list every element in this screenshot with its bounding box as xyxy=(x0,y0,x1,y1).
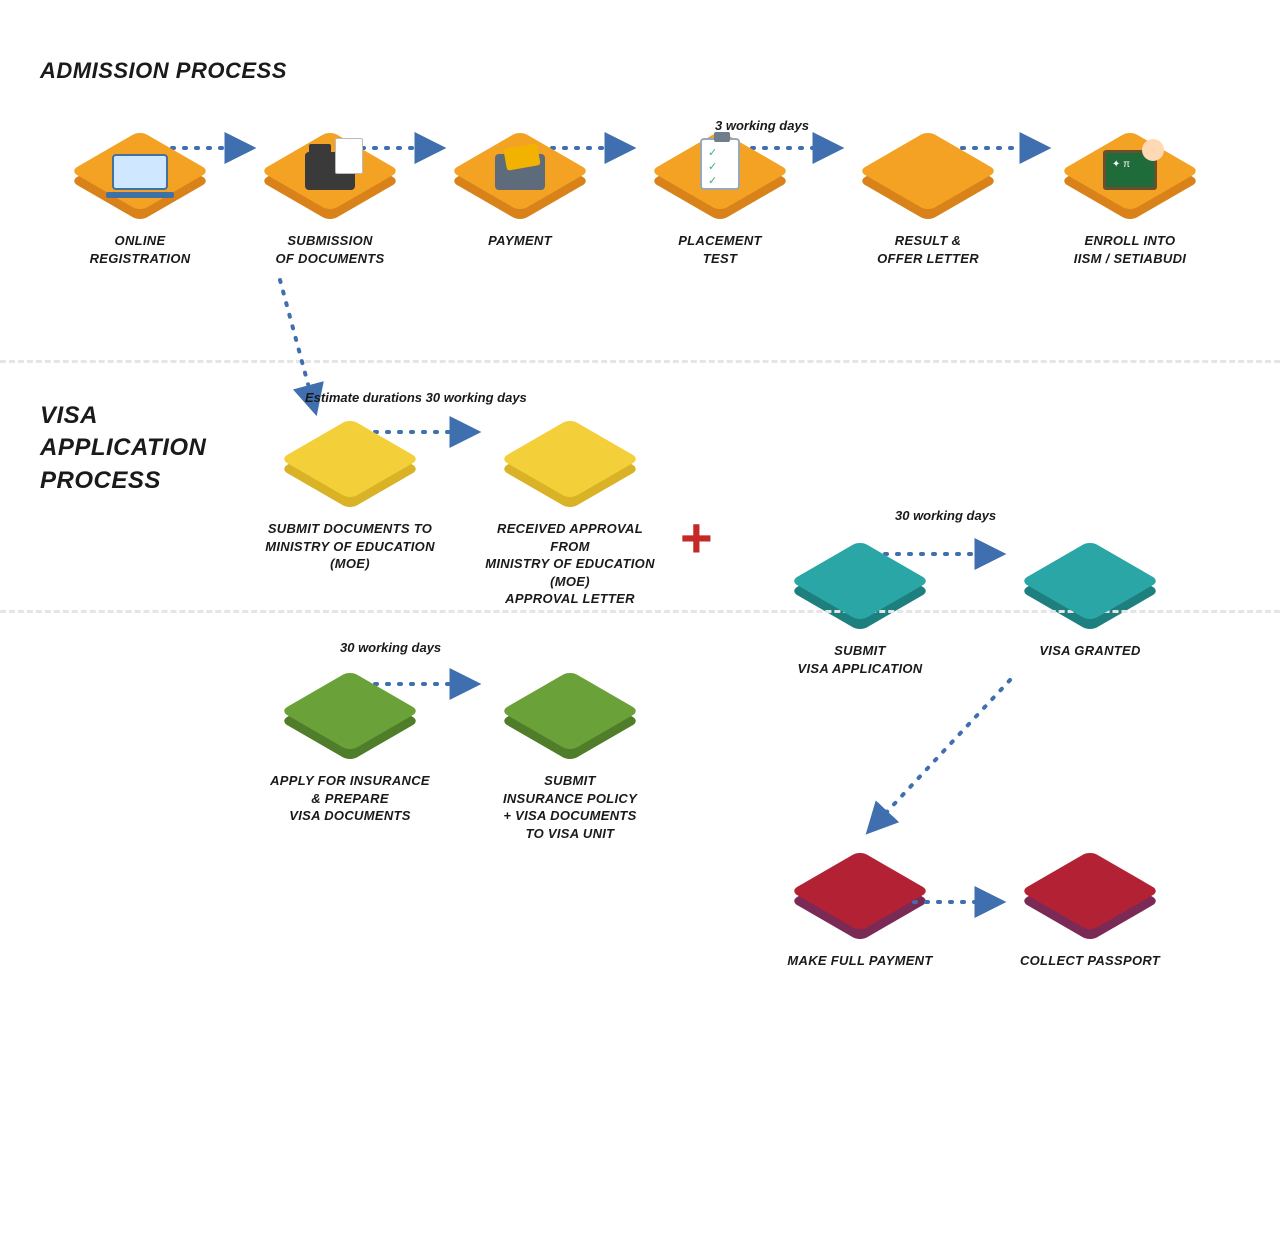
node-label: PLACEMENT TEST xyxy=(630,232,810,267)
folder-icon xyxy=(305,152,355,190)
edge-n12-n13 xyxy=(870,680,1010,830)
edge-label-7: 30 working days xyxy=(340,640,441,655)
divider-1 xyxy=(0,360,1280,363)
node-label: VISA GRANTED xyxy=(1000,642,1180,660)
iso-box xyxy=(805,560,915,630)
node-label: ENROLL INTO IISM / SETIABUDI xyxy=(1040,232,1220,267)
node-label: APPLY FOR INSURANCE & PREPARE VISA DOCUM… xyxy=(260,772,440,825)
edge-label-6: Estimate durations 30 working days xyxy=(305,390,527,405)
iso-box xyxy=(1035,870,1145,940)
payment-icon xyxy=(495,154,545,190)
iso-box xyxy=(1075,150,1185,220)
node-n9: APPLY FOR INSURANCE & PREPARE VISA DOCUM… xyxy=(260,690,440,825)
clipboard-icon xyxy=(700,138,740,190)
node-n10: SUBMIT INSURANCE POLICY + VISA DOCUMENTS… xyxy=(480,690,660,842)
iso-box xyxy=(295,690,405,760)
edge-label-3: 3 working days xyxy=(715,118,809,133)
node-n7: SUBMIT DOCUMENTS TO MINISTRY OF EDUCATIO… xyxy=(260,438,440,573)
iso-box xyxy=(515,690,625,760)
iso-box xyxy=(515,438,625,508)
iso-box xyxy=(85,150,195,220)
iso-box xyxy=(275,150,385,220)
iso-box xyxy=(805,870,915,940)
node-n6: ENROLL INTO IISM / SETIABUDI xyxy=(1040,150,1220,267)
iso-box xyxy=(465,150,575,220)
node-label: RESULT & OFFER LETTER xyxy=(838,232,1018,267)
node-label: SUBMIT DOCUMENTS TO MINISTRY OF EDUCATIO… xyxy=(260,520,440,573)
chalkboard-icon xyxy=(1103,150,1157,190)
node-n2: SUBMISSION OF DOCUMENTS xyxy=(240,150,420,267)
node-label: MAKE FULL PAYMENT xyxy=(770,952,950,970)
iso-box xyxy=(665,150,775,220)
node-label: SUBMIT INSURANCE POLICY + VISA DOCUMENTS… xyxy=(480,772,660,842)
node-n11: SUBMIT VISA APPLICATION xyxy=(770,560,950,677)
iso-box xyxy=(873,150,983,220)
node-label: RECEIVED APPROVAL FROM MINISTRY OF EDUCA… xyxy=(480,520,660,608)
node-n12: VISA GRANTED xyxy=(1000,560,1180,660)
iso-box xyxy=(295,438,405,508)
edge-label-8: 30 working days xyxy=(895,508,996,523)
laptop-icon xyxy=(112,154,168,190)
student-icon xyxy=(1142,139,1164,161)
iso-box xyxy=(1035,560,1145,630)
admission-title: ADMISSION PROCESS xyxy=(40,58,287,84)
node-label: ONLINE REGISTRATION xyxy=(50,232,230,267)
node-n5: RESULT & OFFER LETTER xyxy=(838,150,1018,267)
visa-title: VISA APPLICATION PROCESS xyxy=(40,400,206,497)
plus-symbol: + xyxy=(680,510,713,566)
node-label: SUBMISSION OF DOCUMENTS xyxy=(240,232,420,267)
node-label: SUBMIT VISA APPLICATION xyxy=(770,642,950,677)
node-n3: PAYMENT xyxy=(430,150,610,250)
node-n8: RECEIVED APPROVAL FROM MINISTRY OF EDUCA… xyxy=(480,438,660,608)
node-n13: MAKE FULL PAYMENT xyxy=(770,870,950,970)
node-label: PAYMENT xyxy=(430,232,610,250)
node-n1: ONLINE REGISTRATION xyxy=(50,150,230,267)
node-n14: COLLECT PASSPORT xyxy=(1000,870,1180,970)
node-label: COLLECT PASSPORT xyxy=(1000,952,1180,970)
node-n4: PLACEMENT TEST xyxy=(630,150,810,267)
